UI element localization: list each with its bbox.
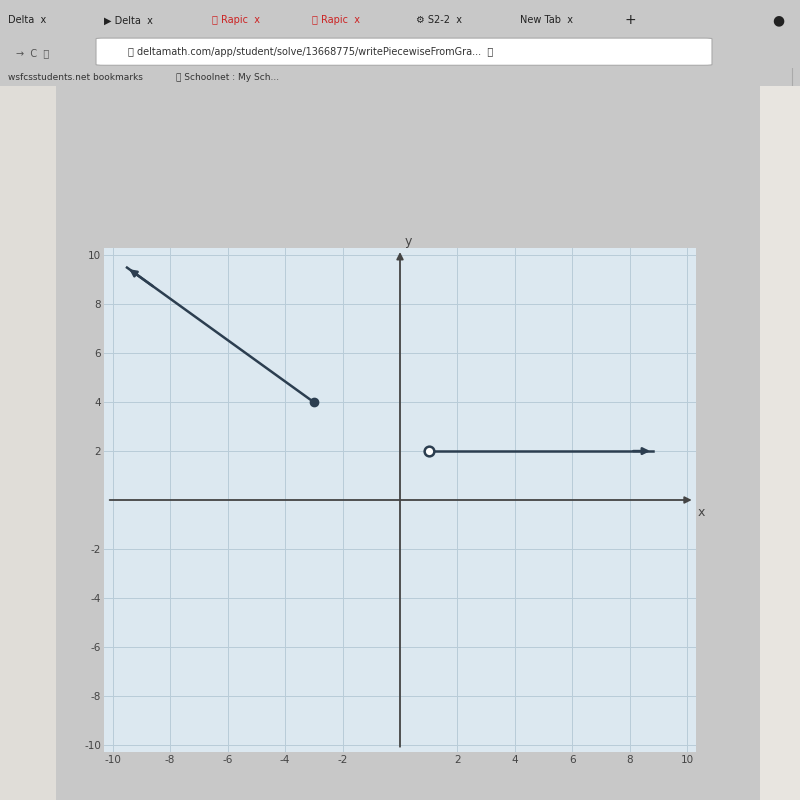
Text: 🗋 deltamath.com/app/student/solve/13668775/writePiecewiseFromGra...  🔍: 🗋 deltamath.com/app/student/solve/136687… [128,46,494,57]
Text: ▶ Delta  x: ▶ Delta x [104,15,153,26]
Text: Delta  x: Delta x [8,15,46,26]
Text: y: y [404,235,412,248]
Bar [0,86,56,800]
Text: x: x [698,506,705,519]
Text: ●: ● [772,14,784,27]
Text: 🅰 Rapic  x: 🅰 Rapic x [312,15,360,26]
Text: wsfcsstudents.net bookmarks: wsfcsstudents.net bookmarks [8,73,143,82]
Bar [760,86,800,800]
Text: →  C  🏠: → C 🏠 [16,48,50,58]
Text: ⚙ S2-2  x: ⚙ S2-2 x [416,15,462,26]
Text: +: + [624,14,636,27]
Text: 🅰 Rapic  x: 🅰 Rapic x [212,15,260,26]
FancyBboxPatch shape [96,38,712,66]
Text: Express the function graphed on the axes below as a piecewise
function.: Express the function graphed on the axes… [108,586,619,618]
Text: 🔴 Schoolnet : My Sch...: 🔴 Schoolnet : My Sch... [176,73,279,82]
Text: New Tab  x: New Tab x [520,15,573,26]
